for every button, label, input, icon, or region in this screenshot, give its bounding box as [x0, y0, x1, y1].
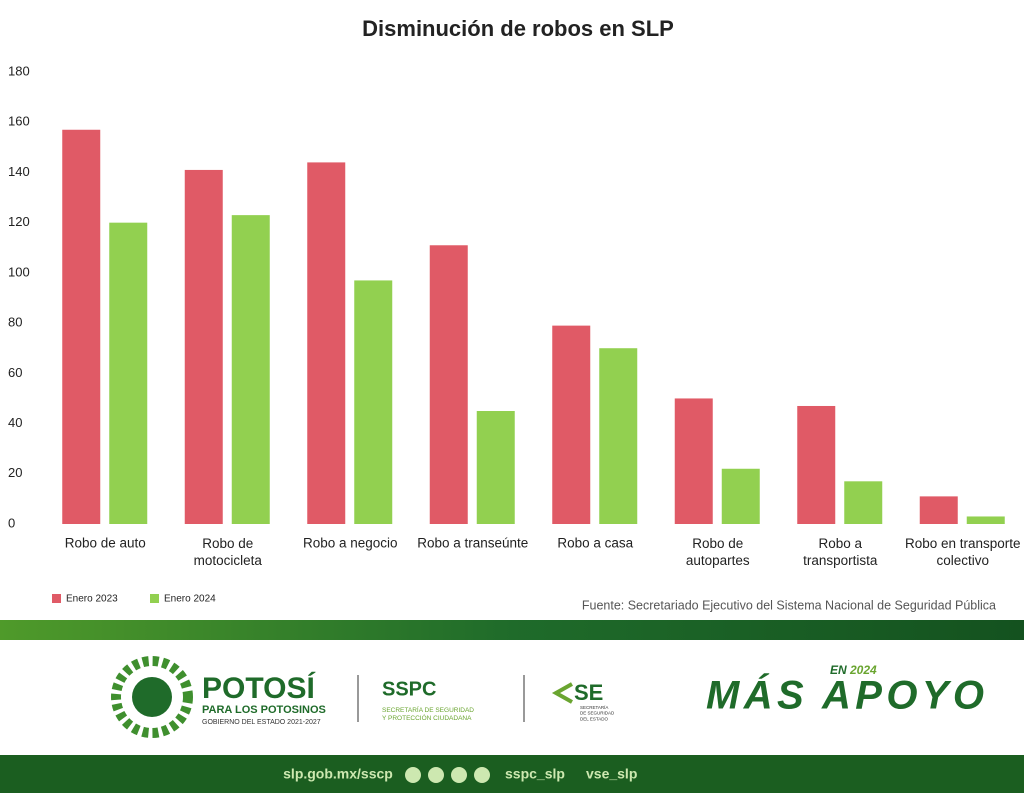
potosi-gov: GOBIERNO DEL ESTADO 2021-2027: [202, 719, 321, 726]
bar: [231, 215, 270, 524]
x-tick-label: Robo a transportista: [803, 536, 878, 568]
bar: [674, 398, 713, 524]
handle: vse_slp: [586, 766, 637, 782]
x-tick-label: Robo de auto: [65, 536, 146, 551]
y-tick-label: 60: [8, 365, 22, 380]
y-tick-label: 40: [8, 415, 22, 430]
icon: [451, 767, 467, 783]
y-tick-label: 160: [8, 114, 30, 129]
emblem: [111, 656, 193, 738]
potosi-sub: PARA LOS POTOSINOS: [202, 704, 326, 716]
bar: [844, 481, 883, 524]
icon: [474, 767, 490, 783]
bar: [919, 496, 958, 524]
x-tick-label: Robo a transeúnte: [417, 536, 528, 551]
legend-label: Enero 2024: [164, 594, 216, 605]
chart-title: Disminución de robos en SLP: [362, 16, 674, 41]
handle: sspc_slp: [505, 766, 565, 782]
y-tick-label: 20: [8, 465, 22, 480]
bar: [354, 280, 393, 524]
emblem-core: [132, 677, 172, 717]
vse-sub: SECRETARÍA DE SEGURIDAD DEL ESTADO: [580, 704, 615, 721]
legend-swatch: [150, 594, 159, 603]
bar: [966, 516, 1005, 524]
bar: [429, 245, 468, 524]
icon: [405, 767, 421, 783]
bar: [552, 325, 591, 524]
bar: [797, 405, 836, 524]
social-icons: [405, 767, 490, 783]
year: 2024: [849, 663, 877, 677]
legend-swatch: [52, 594, 61, 603]
slogan: MÁS APOYO: [706, 673, 984, 718]
en: EN: [830, 663, 847, 677]
x-tick-label: Robo a negocio: [303, 536, 398, 551]
sspc: SSPC: [382, 678, 436, 700]
vse-arrow: [551, 682, 573, 704]
x-tick-label: Robo de autopartes: [686, 536, 750, 568]
bar: [184, 169, 223, 524]
sspc-sub: SECRETARÍA DE SEGURIDAD Y PROTECCIÓN CIUD…: [382, 705, 474, 722]
web: slp.gob.mx/sscp: [283, 766, 393, 782]
y-tick-label: 0: [8, 515, 15, 530]
bar: [721, 468, 760, 524]
stripe: [0, 620, 1024, 640]
bar: [476, 411, 515, 524]
potosi: POTOSÍ: [202, 671, 315, 705]
x-tick-label: Robo a casa: [557, 536, 633, 551]
bottom-bar: [0, 755, 1024, 793]
bar: [307, 162, 346, 524]
bar: [109, 222, 148, 524]
y-tick-label: 80: [8, 315, 22, 330]
x-tick-label: Robo de motocicleta: [194, 536, 263, 568]
y-tick-label: 180: [8, 63, 30, 78]
y-tick-label: 100: [8, 264, 30, 279]
y-tick-label: 140: [8, 164, 30, 179]
bar: [62, 129, 101, 524]
bar: [599, 348, 638, 524]
vse: SE: [574, 680, 603, 705]
source: Fuente: Secretariado Ejecutivo del Siste…: [582, 598, 996, 612]
y-tick-label: 120: [8, 214, 30, 229]
legend-label: Enero 2023: [66, 594, 118, 605]
potosi-logo: POTOSÍ PARA LOS POTOSINOS GOBIERNO DEL E…: [111, 656, 326, 738]
icon: [428, 767, 444, 783]
x-tick-label: Robo en transporte colectivo: [905, 536, 1021, 568]
